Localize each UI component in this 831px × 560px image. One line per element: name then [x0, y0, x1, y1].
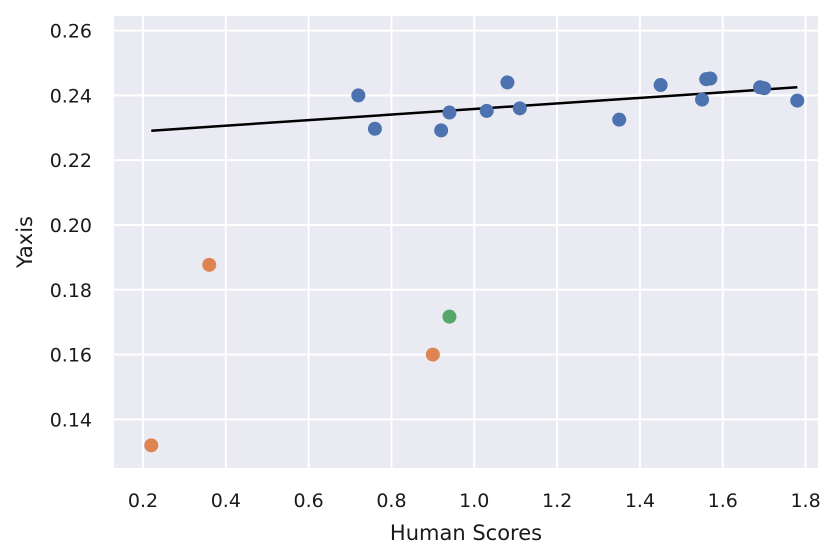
data-point-series-2 [144, 438, 159, 453]
x-tick-label: 1.0 [459, 490, 489, 512]
x-tick-label: 0.6 [294, 490, 324, 512]
data-points [144, 71, 805, 453]
y-tick-label: 0.16 [50, 345, 92, 367]
data-point-series-2 [425, 347, 440, 362]
x-tick-label: 1.4 [625, 490, 655, 512]
y-axis-label: Yaxis [13, 216, 37, 269]
x-tick-label: 0.8 [376, 490, 406, 512]
data-point-series-1 [500, 75, 515, 90]
trendline [151, 86, 798, 132]
x-tick-label: 1.8 [790, 490, 820, 512]
x-axis-label: Human Scores [390, 521, 542, 545]
y-tick-labels: 0.14 0.16 0.18 0.20 0.22 0.24 0.26 [50, 21, 92, 432]
plot-area [114, 16, 818, 468]
data-point-series-3 [442, 309, 457, 324]
data-point-series-1 [653, 78, 668, 93]
y-tick-label: 0.22 [50, 150, 92, 172]
data-point-series-1 [612, 112, 627, 127]
x-tick-label: 0.4 [211, 490, 241, 512]
data-point-series-1 [703, 71, 718, 86]
y-tick-label: 0.18 [50, 280, 92, 302]
data-point-series-1 [351, 88, 366, 103]
x-tick-label: 1.6 [708, 490, 738, 512]
data-point-series-1 [695, 92, 710, 107]
y-tick-label: 0.14 [50, 409, 92, 431]
x-tick-label: 0.2 [128, 490, 158, 512]
trendline-group [151, 86, 798, 132]
data-point-series-1 [479, 103, 494, 118]
x-tick-labels: 0.2 0.4 0.6 0.8 1.0 1.2 1.4 1.6 1.8 [128, 490, 821, 512]
y-tick-label: 0.24 [50, 85, 92, 107]
data-point-series-1 [442, 105, 457, 120]
data-point-series-1 [512, 101, 527, 116]
data-point-series-1 [434, 123, 449, 138]
x-tick-label: 1.2 [542, 490, 572, 512]
data-point-series-1 [790, 93, 805, 108]
y-tick-label: 0.20 [50, 215, 92, 237]
y-tick-label: 0.26 [50, 21, 92, 43]
data-point-series-1 [757, 81, 772, 96]
data-point-series-1 [367, 121, 382, 136]
data-point-series-2 [202, 257, 217, 272]
